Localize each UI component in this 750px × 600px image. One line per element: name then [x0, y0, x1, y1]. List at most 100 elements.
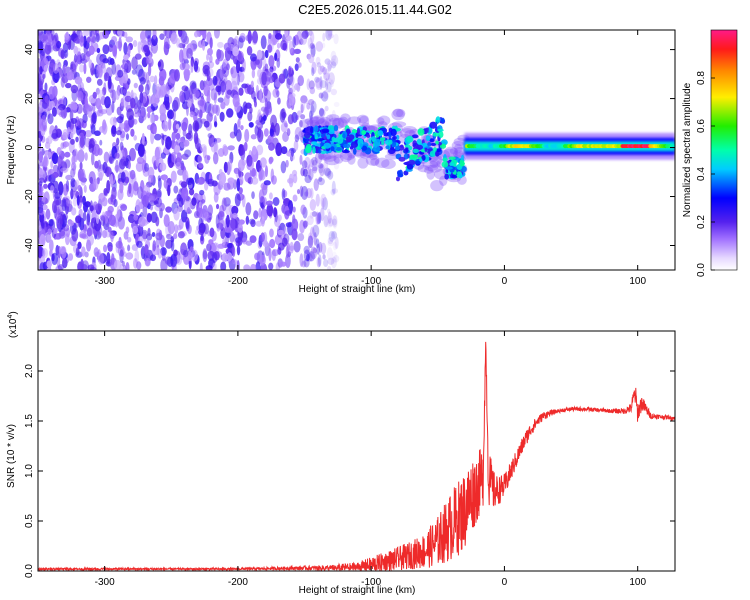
noise-cell — [38, 206, 44, 214]
noise-cell — [173, 207, 180, 221]
signal-glow — [427, 164, 442, 173]
noise-cell — [71, 155, 76, 166]
noise-cell — [296, 189, 301, 195]
noise-cell — [304, 156, 311, 169]
y-tick-label: -40 — [24, 238, 35, 253]
snr-series-line — [38, 341, 675, 571]
noise-cell — [73, 45, 79, 55]
noise-cell — [181, 153, 189, 160]
noise-cell — [86, 76, 92, 83]
signal-cell — [435, 150, 440, 157]
signal-cell — [442, 157, 448, 162]
noise-cell — [106, 180, 111, 194]
noise-cell — [142, 93, 148, 104]
noise-cell — [230, 217, 236, 231]
signal-cell — [317, 148, 322, 154]
noise-cell — [138, 84, 144, 93]
noise-cell — [308, 251, 315, 262]
noise-cell — [327, 237, 334, 245]
noise-cell — [253, 100, 258, 108]
noise-cell — [223, 94, 230, 106]
noise-cell — [221, 197, 227, 212]
noise-cell — [129, 169, 136, 180]
noise-cell — [70, 168, 76, 179]
signal-cell — [345, 136, 351, 143]
noise-cell — [53, 227, 58, 235]
noise-cell — [95, 213, 100, 225]
noise-cell — [38, 145, 42, 152]
noise-cell — [89, 176, 94, 184]
signal-cell — [398, 169, 403, 178]
noise-cell — [120, 171, 126, 183]
noise-cell — [117, 30, 123, 36]
noise-cell — [48, 86, 55, 100]
y-tick-label: 1.5 — [24, 414, 35, 428]
signal-cell — [385, 145, 390, 150]
signal-glow — [381, 158, 396, 169]
noise-cell — [257, 109, 262, 122]
signal-cell — [415, 160, 421, 165]
signal-cell — [303, 131, 311, 139]
noise-cell — [244, 128, 250, 143]
noise-cell — [253, 210, 259, 220]
noise-cell — [123, 63, 129, 75]
noise-cell — [267, 134, 274, 144]
signal-glow — [430, 179, 444, 192]
signal-cell — [421, 154, 426, 161]
noise-cell — [83, 202, 89, 213]
signal-glow — [339, 150, 353, 163]
noise-cell — [44, 42, 51, 55]
noise-cell — [327, 72, 335, 85]
signal-cell — [374, 144, 378, 148]
noise-cell — [107, 226, 112, 233]
noise-cell — [256, 144, 264, 156]
noise-cell — [332, 241, 338, 251]
noise-cell — [331, 110, 336, 124]
noise-cell — [144, 244, 149, 256]
noise-cell — [67, 253, 74, 261]
noise-cell — [118, 37, 122, 52]
signal-cell — [445, 166, 453, 170]
noise-cell — [212, 262, 217, 270]
noise-cell — [275, 142, 282, 157]
noise-cell — [83, 62, 87, 75]
noise-cell — [154, 133, 162, 141]
noise-cell — [220, 101, 226, 110]
signal-glow — [377, 121, 388, 129]
noise-cell — [333, 153, 337, 163]
noise-cell — [330, 50, 337, 62]
noise-cell — [97, 252, 105, 265]
noise-cell — [119, 141, 124, 151]
signal-glow — [304, 118, 313, 125]
signal-cell — [381, 140, 385, 146]
noise-cell — [212, 151, 219, 165]
noise-cell — [84, 129, 93, 138]
snr-multiplier-base: (x10 — [8, 318, 19, 338]
colorbar: 0.0 0.2 0.4 0.6 0.8 Normalized spectral ampl… — [682, 29, 738, 277]
noise-cell — [287, 251, 291, 258]
noise-cell — [189, 85, 193, 99]
noise-cell — [64, 32, 70, 41]
noise-cell — [302, 168, 308, 177]
noise-cell — [256, 128, 264, 143]
noise-cell — [317, 66, 323, 75]
signal-glow — [324, 155, 340, 166]
noise-cell — [272, 88, 280, 98]
noise-cell — [328, 230, 335, 242]
noise-cell — [317, 164, 324, 174]
signal-cell — [407, 159, 416, 166]
noise-cell — [223, 182, 231, 191]
noise-cell — [122, 265, 127, 270]
spectrogram-x-ticks: -300 -200 -100 0 100 — [95, 30, 646, 287]
noise-cell — [86, 234, 95, 246]
noise-cell — [49, 239, 54, 252]
noise-cell — [278, 73, 286, 84]
noise-cell — [139, 111, 147, 121]
noise-cell — [206, 112, 213, 123]
noise-cell — [120, 97, 124, 107]
noise-cell — [94, 130, 101, 137]
noise-cell — [294, 63, 299, 72]
noise-cell — [58, 98, 64, 106]
noise-cell — [125, 226, 130, 234]
noise-cell — [120, 204, 128, 212]
